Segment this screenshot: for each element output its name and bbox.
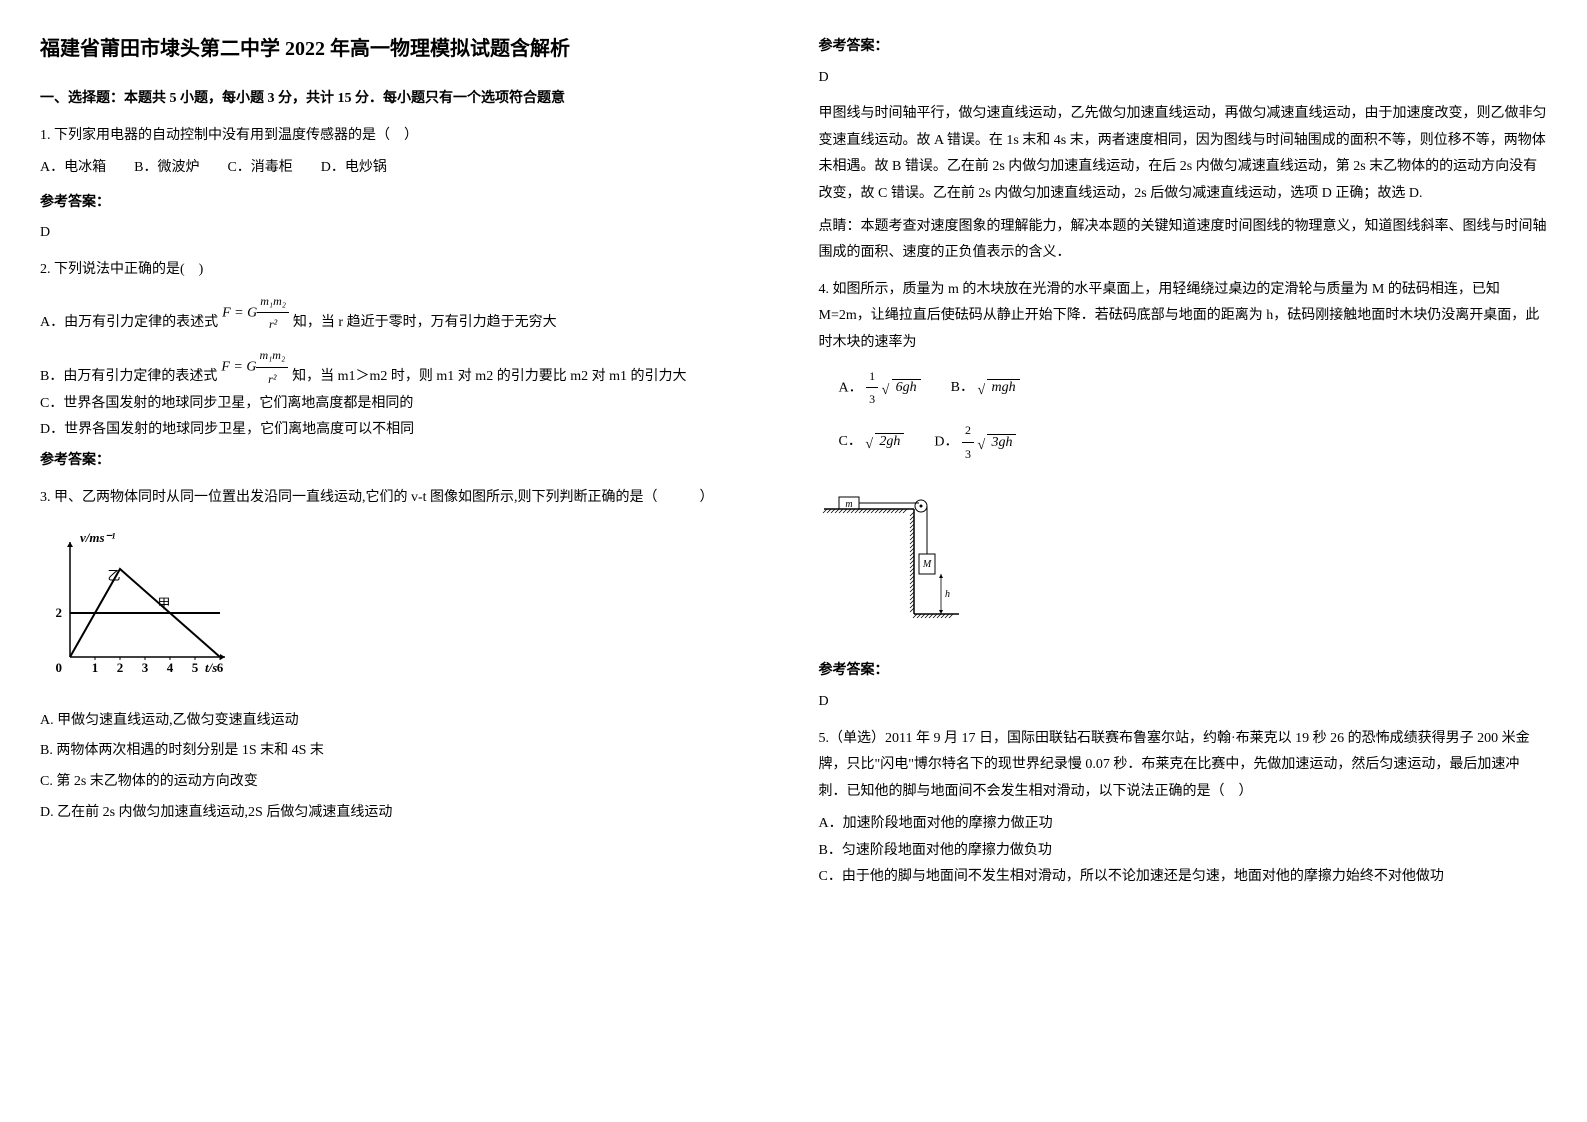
q2-optA-post: 知，当 r 趋近于零时，万有引力趋于无穷大 [293,310,557,337]
question-2: 2. 下列说法中正确的是( ) A．由万有引力定律的表述式 F = Gm₁m₂r… [40,257,769,475]
svg-text:h: h [945,589,950,600]
q1-text: 1. 下列家用电器的自动控制中没有用到温度传感器的是（ ） [40,123,769,150]
q3-explanation: 甲图线与时间轴平行，做匀速直线运动，乙先做匀加速直线运动，再做匀减速直线运动，由… [819,101,1548,207]
q3-vt-chart: 12345620v/ms⁻¹t/s甲乙 [40,527,240,687]
q2-optC: C．世界各国发射的地球同步卫星，它们离地高度都是相同的 [40,391,769,418]
q4-optA-den: 3 [866,388,878,411]
q4-optB: B． mgh [951,375,1020,402]
question-4: 4. 如图所示，质量为 m 的木块放在光滑的水平桌面上，用轻绳绕过桌边的定滑轮与… [819,277,1548,716]
q3-options: A. 甲做匀速直线运动,乙做匀变速直线运动 B. 两物体两次相遇的时刻分别是 1… [40,708,769,826]
q5-optC: C．由于他的脚与地面间不发生相对滑动，所以不论加速还是匀速，地面对他的摩擦力始终… [819,864,1548,891]
q2-formula-2: F = Gm₁m₂r² [221,344,288,391]
q4-optB-sqrt: mgh [987,379,1019,395]
q5-optB: B．匀速阶段地面对他的摩擦力做负功 [819,838,1548,865]
q1-answer: D [40,220,769,247]
q5-text: 5.（单选）2011 年 9 月 17 日，国际田联钻石联赛布鲁塞尔站，约翰·布… [819,726,1548,806]
q4-text: 4. 如图所示，质量为 m 的木块放在光滑的水平桌面上，用轻绳绕过桌边的定滑轮与… [819,277,1548,357]
right-column: 参考答案： D 甲图线与时间轴平行，做匀速直线运动，乙先做匀加速直线运动，再做匀… [819,30,1548,1092]
q3-optB: B. 两物体两次相遇的时刻分别是 1S 末和 4S 末 [40,738,769,765]
q4-optD-label: D． [934,435,958,450]
q4-optA-sqrt: 6gh [892,379,921,395]
svg-text:5: 5 [192,660,199,675]
svg-text:6: 6 [217,660,224,675]
svg-text:v/ms⁻¹: v/ms⁻¹ [80,530,115,545]
q4-optA-label: A． [839,380,863,395]
q4-optC-sqrt: 2gh [875,433,904,449]
q3-answer: D [819,65,1548,92]
question-1: 1. 下列家用电器的自动控制中没有用到温度传感器的是（ ） A．电冰箱 B．微波… [40,123,769,247]
q4-options-row2: C． 2gh D． 23 3gh [839,419,1528,466]
q2-optA: A．由万有引力定律的表述式 F = Gm₁m₂r² 知，当 r 趋近于零时，万有… [40,290,769,337]
section-1-header: 一、选择题：本题共 5 小题，每小题 3 分，共计 15 分．每小题只有一个选项… [40,86,769,113]
q4-optB-label: B． [951,380,974,395]
q3-text: 3. 甲、乙两物体同时从同一位置出发沿同一直线运动,它们的 v-t 图像如图所示… [40,485,769,512]
q3-hint: 点睛：本题考查对速度图象的理解能力，解决本题的关键知道速度时间图线的物理意义，知… [819,214,1548,267]
q4-optC-label: C． [839,434,862,449]
svg-text:3: 3 [142,660,149,675]
q3-optC: C. 第 2s 末乙物体的的运动方向改变 [40,769,769,796]
q4-optA-num: 1 [866,365,878,389]
q4-optD: D． 23 3gh [934,419,1016,466]
q4-answer-label: 参考答案： [819,658,1548,685]
question-3: 3. 甲、乙两物体同时从同一位置出发沿同一直线运动,它们的 v-t 图像如图所示… [40,485,769,827]
svg-text:乙: 乙 [108,568,121,583]
q2-formula-1: F = Gm₁m₂r² [222,290,289,337]
q2-answer-label: 参考答案： [40,448,769,475]
q4-answer: D [819,689,1548,716]
q4-options-row1: A． 13 6gh B． mgh [839,365,1528,412]
q2-text: 2. 下列说法中正确的是( ) [40,257,769,284]
question-5: 5.（单选）2011 年 9 月 17 日，国际田联钻石联赛布鲁塞尔站，约翰·布… [819,726,1548,892]
q2-optB-pre: B．由万有引力定律的表述式 [40,364,217,391]
q2-optA-pre: A．由万有引力定律的表述式 [40,310,218,337]
q2-optB-post: 知，当 m1＞m2 时，则 m1 对 m2 的引力要比 m2 对 m1 的引力大 [292,364,686,391]
q1-answer-label: 参考答案： [40,190,769,217]
q4-optD-num: 2 [962,419,974,443]
q4-optD-sqrt: 3gh [987,434,1016,450]
q4-pulley-diagram: m Mh [819,484,969,634]
svg-text:2: 2 [117,660,124,675]
svg-text:2: 2 [56,605,63,620]
q2-optD: D．世界各国发射的地球同步卫星，它们离地高度可以不相同 [40,417,769,444]
left-column: 福建省莆田市埭头第二中学 2022 年高一物理模拟试题含解析 一、选择题：本题共… [40,30,769,1092]
svg-text:t/s: t/s [205,660,217,675]
q5-optA: A．加速阶段地面对他的摩擦力做正功 [819,811,1548,838]
q3-optD: D. 乙在前 2s 内做匀加速直线运动,2S 后做匀减速直线运动 [40,800,769,827]
q4-optD-den: 3 [962,443,974,466]
svg-text:M: M [921,559,931,570]
svg-text:m: m [845,499,852,510]
svg-text:4: 4 [167,660,174,675]
svg-text:1: 1 [92,660,99,675]
q3-optA: A. 甲做匀速直线运动,乙做匀变速直线运动 [40,708,769,735]
q4-optC: C． 2gh [839,429,905,456]
q4-optA: A． 13 6gh [839,365,921,412]
document-title: 福建省莆田市埭头第二中学 2022 年高一物理模拟试题含解析 [40,30,769,68]
q3-answer-label: 参考答案： [819,34,1548,61]
q2-optB: B．由万有引力定律的表述式 F = Gm₁m₂r² 知，当 m1＞m2 时，则 … [40,344,769,391]
q1-options: A．电冰箱 B．微波炉 C．消毒柜 D．电炒锅 [40,155,769,182]
svg-text:0: 0 [56,660,63,675]
